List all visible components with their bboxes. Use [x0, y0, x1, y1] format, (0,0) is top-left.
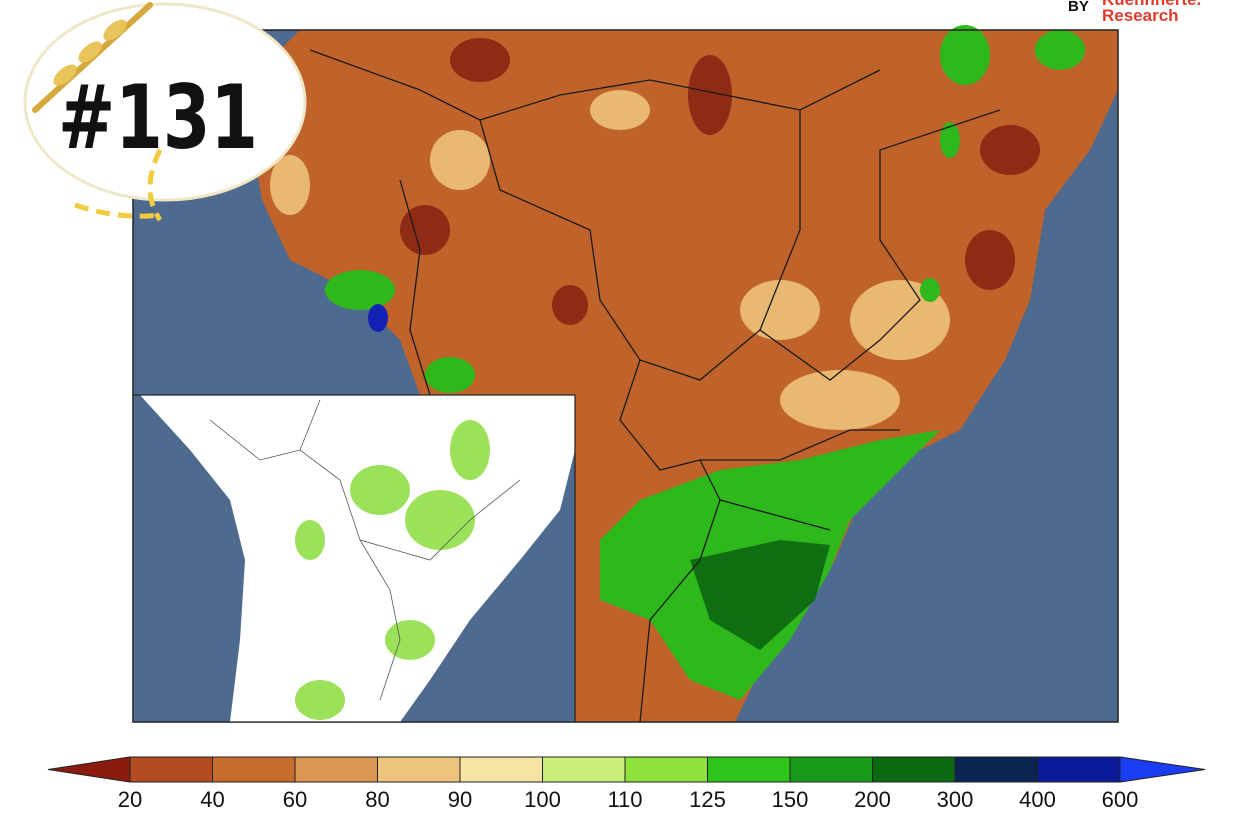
colorbar: 20 40 60 80 90 100 110 125 150 200 300 400 600	[47, 756, 1206, 812]
land	[250, 30, 1118, 722]
color-swatch	[872, 756, 956, 783]
extreme-patch	[368, 304, 388, 332]
colorbar-tick-label: 125	[689, 787, 726, 812]
colorbar-tick-label: 600	[1102, 787, 1139, 812]
color-swatch	[954, 756, 1038, 783]
map-frame	[132, 29, 1119, 723]
badge-number: #131	[58, 66, 258, 169]
colorbar-tick-label: 200	[854, 787, 891, 812]
color-swatch	[624, 756, 708, 783]
color-swatch	[459, 756, 543, 783]
colorbar-tick-label: 80	[365, 787, 389, 812]
borders	[309, 49, 1001, 723]
colorbar-tick-label: 40	[200, 787, 224, 812]
colorbar-tick-label: 150	[772, 787, 809, 812]
colorbar-tick-label: 90	[448, 787, 472, 812]
color-swatch	[1037, 756, 1121, 783]
colorbar-tick-label: 100	[524, 787, 561, 812]
color-swatch	[542, 756, 626, 783]
badge: #131	[23, 2, 307, 222]
inset-frame	[132, 394, 576, 723]
badge-swirl	[74, 148, 163, 222]
colorbar-tick-label: 110	[607, 787, 642, 812]
dry-patches	[400, 38, 1040, 325]
brand-sub: Research	[1102, 6, 1179, 25]
color-swatch	[377, 756, 461, 783]
colorbar-tick-label: 60	[283, 787, 307, 812]
moderate-patches	[270, 90, 950, 430]
inset-wet	[295, 420, 490, 720]
very-wet-patch	[690, 540, 830, 650]
colorbar-tick-label: 20	[118, 787, 142, 812]
color-swatch	[789, 756, 873, 783]
color-swatch	[294, 756, 378, 783]
color-swatch	[129, 756, 213, 783]
brand-by: BY	[1068, 0, 1089, 15]
map	[132, 25, 1119, 723]
brand-name: Kuehnherte.	[1102, 0, 1201, 9]
colorbar-tick-label: 300	[937, 787, 974, 812]
wheat-grains	[53, 19, 127, 86]
brand: BY Kuehnherte. Research	[1068, 0, 1201, 25]
colorbar-tick-label: 400	[1019, 787, 1056, 812]
inset-borders	[209, 399, 521, 701]
inset-map	[132, 394, 576, 723]
color-swatch	[707, 756, 791, 783]
color-swatch	[212, 756, 296, 783]
